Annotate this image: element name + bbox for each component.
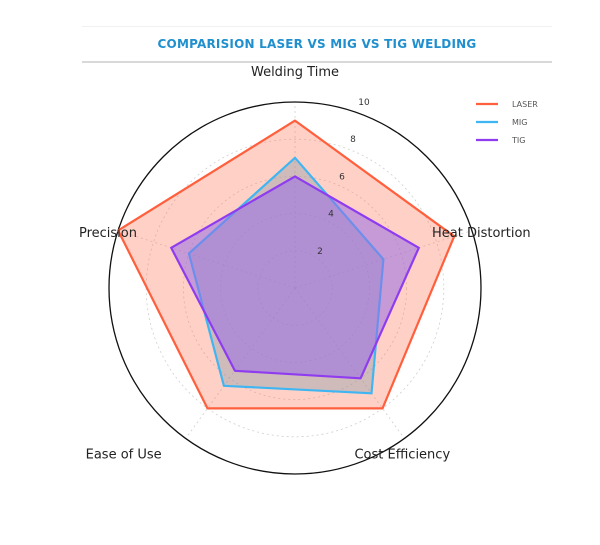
grid-circle xyxy=(145,138,445,438)
axis-label: Ease of Use xyxy=(86,447,162,462)
axis-label: Precision xyxy=(79,226,137,241)
radial-tick-label: 10 xyxy=(358,98,370,108)
axis-label: Heat Distortion xyxy=(432,226,531,241)
series-tig-area xyxy=(170,175,420,380)
legend-label-mig: MIG xyxy=(512,118,527,127)
axis-label: Welding Time xyxy=(251,65,339,80)
radial-tick-label: 4 xyxy=(328,210,334,220)
radial-tick-label: 8 xyxy=(350,135,356,145)
radial-tick-label: 6 xyxy=(339,172,345,182)
outer-frame xyxy=(108,101,482,475)
axis-label: Cost Efficiency xyxy=(354,447,450,462)
title-bar: COMPARISION LASER VS MIG VS TIG WELDING xyxy=(82,26,552,63)
radial-tick-label: 2 xyxy=(317,247,323,257)
legend-label-tig: TIG xyxy=(511,136,525,145)
chart-title: COMPARISION LASER VS MIG VS TIG WELDING xyxy=(157,37,477,51)
legend-label-laser: LASER xyxy=(512,100,538,109)
